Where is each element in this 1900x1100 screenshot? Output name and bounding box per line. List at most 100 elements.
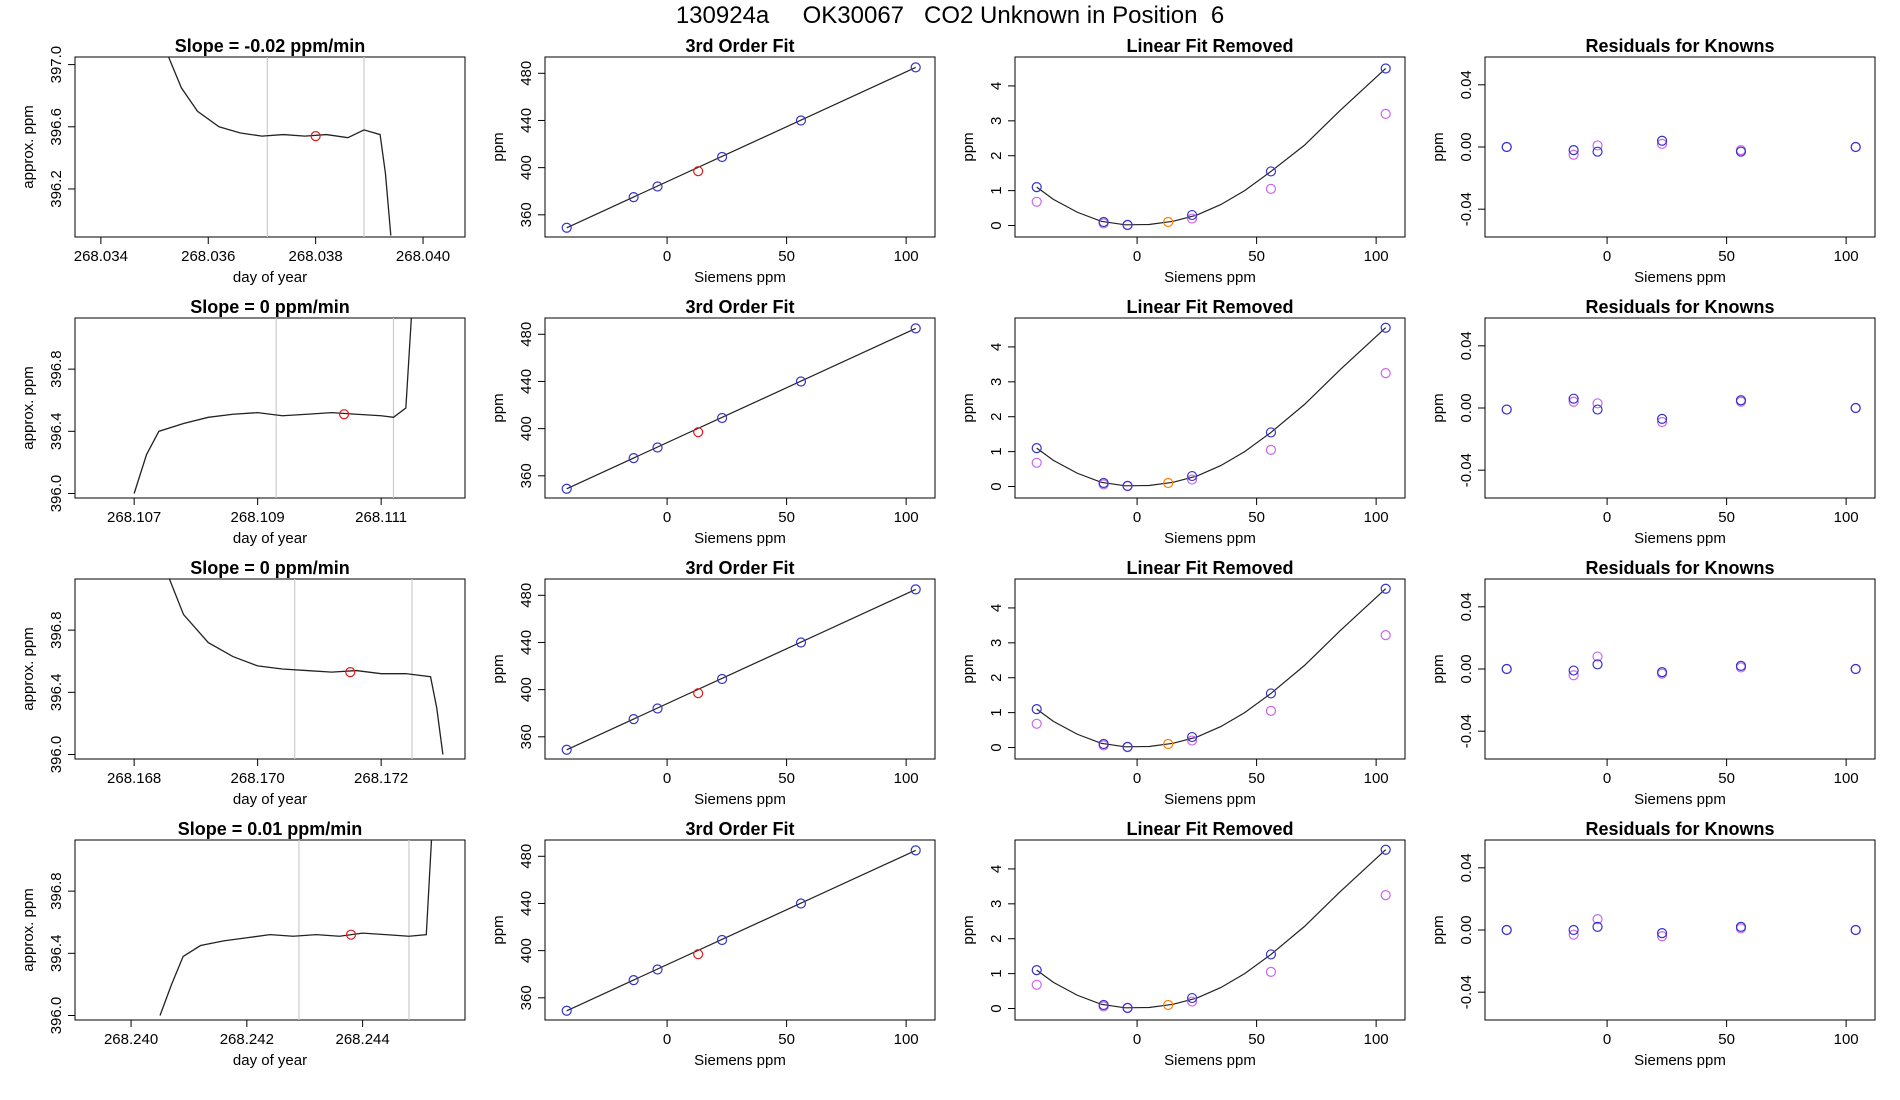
p3-xtick-label: 50 xyxy=(1248,248,1265,265)
p11-ytick-label: 0 xyxy=(988,743,1005,751)
p13-ytick-label: 396.4 xyxy=(48,935,65,973)
p4-xtick-label: 50 xyxy=(1718,248,1735,265)
p1-mean-marker xyxy=(310,131,321,142)
p16-ytick-label: 0.00 xyxy=(1458,915,1475,944)
p1-ytick-label: 396.6 xyxy=(48,108,65,146)
p7-known-point xyxy=(1186,470,1198,482)
p1-ytick-label: 396.2 xyxy=(48,170,65,208)
p16-known-point xyxy=(1568,924,1579,936)
p12-frame xyxy=(1484,578,1876,760)
p15-ytick-label: 1 xyxy=(988,969,1005,977)
p14-known-point xyxy=(652,964,663,975)
p14-ylabel: ppm xyxy=(490,915,507,944)
p16-ytick-label: -0.04 xyxy=(1458,975,1475,1009)
p15-ytick-label: 3 xyxy=(988,900,1005,908)
p4-title: Residuals for Knowns xyxy=(1585,36,1774,56)
p6-known-point xyxy=(910,323,921,334)
p16-raw-point xyxy=(1592,914,1603,925)
p5-xtick-label: 268.107 xyxy=(107,509,161,526)
p10-known-point xyxy=(652,703,663,714)
figure-title: 130924a OK30067 CO2 Unknown in Position … xyxy=(675,2,1225,29)
p7-title: Linear Fit Removed xyxy=(1126,297,1293,317)
p3-ytick-label: 0 xyxy=(988,221,1005,229)
p11-ytick-label: 3 xyxy=(988,639,1005,647)
p4-ytick-label: -0.04 xyxy=(1458,192,1475,226)
p12-known-point xyxy=(1735,660,1747,671)
p2-xlabel: Siemens ppm xyxy=(694,269,786,286)
p15-frame xyxy=(1014,839,1406,1021)
p8-raw-point xyxy=(1656,416,1668,428)
p11-ytick-label: 1 xyxy=(988,708,1005,716)
p12-raw-point xyxy=(1592,651,1603,662)
p11-known-point xyxy=(1380,583,1391,594)
p14-title: 3rd Order Fit xyxy=(685,819,794,839)
p15-xtick-label: 0 xyxy=(1133,1031,1141,1048)
p8-raw-point xyxy=(1592,398,1603,409)
p7-xtick-label: 0 xyxy=(1133,509,1141,526)
p5-frame xyxy=(74,317,466,499)
p2-known-point xyxy=(628,192,639,203)
p6-known-point xyxy=(628,453,639,464)
p16-title: Residuals for Knowns xyxy=(1585,819,1774,839)
p12-known-point xyxy=(1592,659,1603,670)
p15-ytick-label: 0 xyxy=(988,1004,1005,1012)
p6-xtick-label: 0 xyxy=(663,509,671,526)
p7-ytick-label: 3 xyxy=(988,378,1005,386)
p6-ytick-label: 440 xyxy=(518,369,535,394)
p9-xtick-label: 268.170 xyxy=(231,770,285,787)
p5-ytick-label: 396.4 xyxy=(48,413,65,451)
p3-ytick-label: 4 xyxy=(988,82,1005,90)
p12-ylabel: ppm xyxy=(1430,654,1447,683)
p5-xlabel: day of year xyxy=(233,530,307,547)
p15-xtick-label: 100 xyxy=(1364,1031,1389,1048)
p10-ytick-label: 360 xyxy=(518,724,535,749)
p6-ylabel: ppm xyxy=(490,393,507,422)
p4-known-point xyxy=(1735,146,1747,157)
p2-unknown-point xyxy=(693,166,704,177)
p3-raw-point xyxy=(1031,196,1042,207)
p15-raw-point xyxy=(1380,890,1391,901)
p2-known-point xyxy=(795,115,807,126)
p11-raw-point xyxy=(1265,705,1277,716)
p6-frame xyxy=(544,317,936,499)
p11-frame xyxy=(1014,578,1406,760)
p1-frame xyxy=(74,56,466,238)
p12-known-point xyxy=(1501,663,1512,675)
p7-xlabel: Siemens ppm xyxy=(1164,530,1256,547)
p1-ytick-label: 397.0 xyxy=(48,46,65,84)
p15-ylabel: ppm xyxy=(960,915,977,944)
p13-title: Slope = 0.01 ppm/min xyxy=(178,819,363,839)
p8-xtick-label: 50 xyxy=(1718,509,1735,526)
p4-raw-point xyxy=(1656,138,1668,149)
p10-fit-line xyxy=(566,588,916,751)
p14-known-point xyxy=(795,898,807,909)
p10-xtick-label: 50 xyxy=(778,770,795,787)
p12-xlabel: Siemens ppm xyxy=(1634,791,1726,808)
p2-ylabel: ppm xyxy=(490,132,507,161)
p4-xtick-label: 100 xyxy=(1834,248,1859,265)
p5-xtick-label: 268.109 xyxy=(231,509,285,526)
p14-frame xyxy=(544,839,936,1021)
p11-ytick-label: 2 xyxy=(988,674,1005,682)
p8-ylabel: ppm xyxy=(1430,393,1447,422)
p10-ytick-label: 440 xyxy=(518,630,535,655)
p4-raw-point xyxy=(1592,140,1603,151)
p14-known-point xyxy=(628,975,639,986)
p7-known-point xyxy=(1098,477,1109,489)
p11-known-point xyxy=(1098,738,1109,750)
p1-xtick-label: 268.040 xyxy=(396,248,450,265)
p7-known-point xyxy=(1380,322,1391,333)
p14-xtick-label: 0 xyxy=(663,1031,671,1048)
p5-title: Slope = 0 ppm/min xyxy=(190,297,350,317)
p6-unknown-point xyxy=(693,427,704,438)
p2-ytick-label: 480 xyxy=(518,61,535,86)
p2-fit-line xyxy=(566,66,916,229)
p16-ytick-label: 0.04 xyxy=(1458,853,1475,882)
p2-known-point xyxy=(716,151,728,163)
p14-ytick-label: 360 xyxy=(518,985,535,1010)
p3-title: Linear Fit Removed xyxy=(1126,36,1293,56)
p8-xlabel: Siemens ppm xyxy=(1634,530,1726,547)
p2-ytick-label: 360 xyxy=(518,202,535,227)
p1-ylabel: approx. ppm xyxy=(20,105,37,188)
